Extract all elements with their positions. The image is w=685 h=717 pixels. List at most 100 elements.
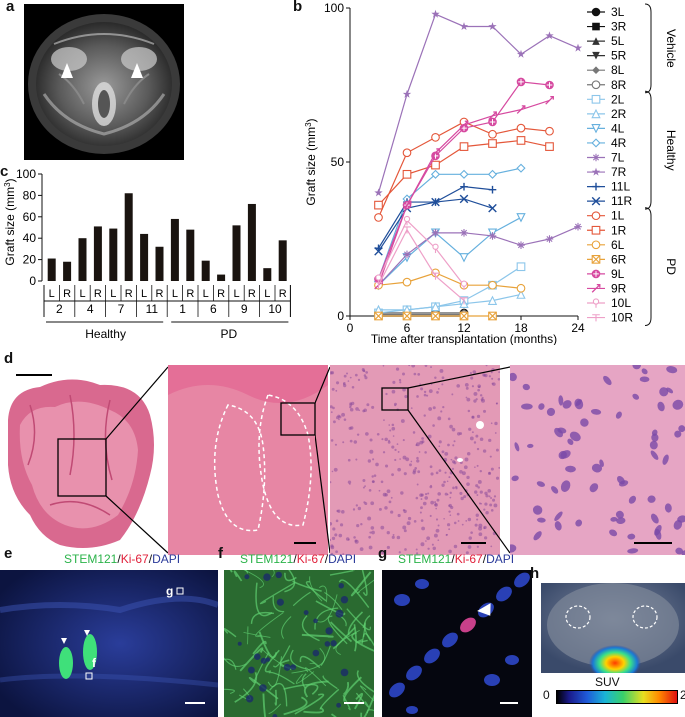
legend-label: 9R [611, 281, 627, 295]
data-point [545, 95, 554, 105]
legend-label: 5L [611, 34, 625, 48]
data-point [488, 22, 497, 31]
legend-item: 7R [587, 165, 627, 179]
side-label: L [233, 288, 239, 300]
panel-label-c: c [0, 163, 9, 180]
data-point [431, 272, 440, 280]
arrowhead-icon [477, 603, 491, 616]
series-10R [374, 226, 468, 305]
panel-label-f: f [218, 545, 223, 562]
panel-label-g: g [378, 545, 388, 562]
legend-marker [591, 167, 601, 176]
y-tick-label: 60 [23, 210, 37, 224]
arrowhead-left-icon [61, 63, 73, 78]
series-1L [374, 117, 554, 222]
data-point [431, 9, 440, 18]
y-tick-label: 40 [23, 231, 37, 245]
legend-item: 1L [587, 209, 625, 223]
zoom-lines-1 [106, 366, 169, 554]
data-point [459, 22, 469, 31]
y-tick-label: 20 [23, 253, 37, 267]
legend-label: 1R [611, 223, 627, 237]
data-point [573, 43, 583, 52]
series-1R [374, 136, 554, 210]
legend-marker [591, 138, 601, 148]
legend-item: 6R [587, 252, 627, 266]
bar [155, 246, 164, 281]
bar [186, 229, 195, 281]
side-label: R [217, 288, 225, 300]
histology-overview-image [0, 365, 160, 555]
fiber-texture [224, 570, 374, 717]
side-label: L [110, 288, 116, 300]
legend-item: 9L [587, 267, 625, 281]
x-tick-label: 6 [404, 321, 411, 335]
data-point [459, 311, 469, 321]
zoom-box-2 [280, 402, 316, 436]
legend-group-healthy: Healthy [644, 90, 678, 210]
series-line [377, 228, 465, 302]
legend-label: 8R [611, 78, 627, 92]
series-line [377, 219, 465, 286]
pet-image [541, 583, 685, 673]
bar [201, 260, 210, 281]
panel-f-stain-label: STEM121/Ki-67/DAPI [240, 552, 357, 566]
inset-label-f: f [92, 656, 97, 670]
panel-label-e: e [4, 545, 13, 562]
legend-label: 3L [611, 5, 625, 19]
legend-item: 10R [587, 311, 633, 325]
legend-marker [591, 211, 601, 221]
legend-marker [592, 153, 600, 162]
series-line [377, 186, 493, 249]
legend-group-label: PD [664, 258, 678, 275]
monkey-id-label: 1 [179, 302, 186, 316]
x-tick-label: 18 [514, 321, 528, 335]
data-point [374, 213, 383, 222]
data-point [488, 139, 497, 148]
data-point [516, 289, 526, 299]
data-point [516, 163, 526, 173]
data-point [488, 117, 497, 127]
data-point [488, 232, 497, 240]
data-point [516, 262, 526, 272]
data-point [431, 133, 440, 142]
histology-medium-image [330, 365, 500, 555]
legend-label: 1L [611, 209, 625, 223]
data-point [459, 120, 469, 130]
histology-high-mag-image [510, 365, 685, 555]
series-line [378, 266, 522, 314]
series-line [377, 13, 579, 193]
series-line [377, 81, 550, 280]
data-point [488, 280, 497, 290]
series-7R [374, 9, 583, 197]
data-point [460, 297, 468, 305]
legend-label: 4L [611, 121, 625, 135]
legend-marker [592, 298, 600, 308]
series-2L [374, 262, 526, 318]
data-point [516, 105, 526, 114]
side-label: R [125, 288, 133, 300]
series-6R [374, 311, 497, 321]
legend-item: 4R [587, 136, 627, 150]
legend-marker [591, 196, 601, 206]
data-point [374, 281, 383, 289]
legend-marker [591, 284, 601, 293]
side-label: R [248, 288, 256, 300]
series-line [378, 216, 522, 286]
data-point [374, 188, 383, 197]
y-tick-label: 50 [331, 155, 345, 169]
bar [247, 203, 256, 281]
legend-marker [591, 7, 601, 17]
bar [140, 233, 149, 281]
monkey-id-label: 11 [146, 302, 159, 316]
legend-item: 8R [587, 78, 627, 92]
legend-item: 1R [587, 223, 627, 237]
data-point [402, 311, 412, 321]
legend-item: 3R [587, 20, 627, 34]
graft-outline-left [213, 404, 266, 532]
legend-label: 5R [611, 49, 627, 63]
line-chart-b: Graft size (mm3) Time after transplantat… [304, 1, 678, 345]
side-label: R [186, 288, 194, 300]
legend-item: 4L [587, 121, 625, 135]
